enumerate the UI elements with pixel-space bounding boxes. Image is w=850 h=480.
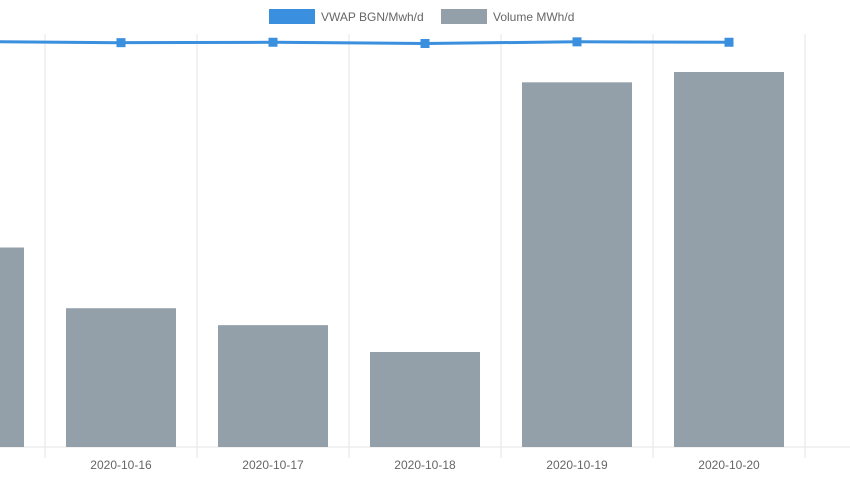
bar-2020-10-15[interactable] bbox=[0, 247, 24, 447]
bar-2020-10-19[interactable] bbox=[522, 82, 632, 448]
vwap-point-2020-10-17[interactable] bbox=[268, 37, 278, 47]
vwap-line bbox=[0, 40, 730, 45]
vwap-point-2020-10-19[interactable] bbox=[572, 37, 582, 47]
bar-2020-10-17[interactable] bbox=[218, 325, 328, 447]
x-tick-label: 2020-10-20 bbox=[698, 458, 760, 472]
vwap-point-2020-10-16[interactable] bbox=[116, 38, 126, 48]
legend-item-volume[interactable]: Volume MWh/d bbox=[441, 9, 574, 24]
bar-layer bbox=[0, 71, 784, 448]
bar-2020-10-20[interactable] bbox=[674, 71, 784, 447]
bar-2020-10-16[interactable] bbox=[66, 308, 176, 447]
x-tick-label: 2020-10-18 bbox=[394, 458, 456, 472]
x-axis: 2020-10-152020-10-162020-10-172020-10-18… bbox=[0, 458, 760, 472]
bar-2020-10-18[interactable] bbox=[370, 352, 480, 447]
legend-swatch-volume bbox=[441, 9, 487, 24]
x-tick-label: 2020-10-19 bbox=[546, 458, 608, 472]
legend-label-volume: Volume MWh/d bbox=[493, 10, 574, 24]
x-tick-label: 2020-10-17 bbox=[242, 458, 304, 472]
legend-swatch-vwap bbox=[269, 9, 315, 24]
vwap-point-2020-10-20[interactable] bbox=[724, 37, 734, 47]
vwap-point-2020-10-18[interactable] bbox=[420, 38, 430, 48]
legend[interactable]: VWAP BGN/Mwh/d Volume MWh/d bbox=[269, 9, 574, 24]
line-layer bbox=[0, 37, 734, 48]
x-tick-label: 2020-10-16 bbox=[90, 458, 152, 472]
legend-label-vwap: VWAP BGN/Mwh/d bbox=[321, 10, 424, 24]
legend-item-vwap[interactable]: VWAP BGN/Mwh/d bbox=[269, 9, 424, 24]
